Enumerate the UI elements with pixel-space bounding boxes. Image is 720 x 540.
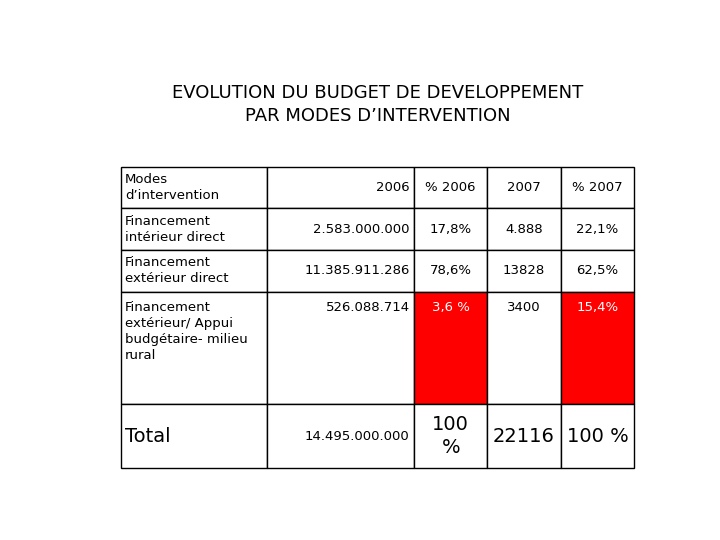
Text: 526.088.714: 526.088.714 [325,301,410,314]
Text: 11.385.911.286: 11.385.911.286 [304,265,410,278]
Bar [414,292,487,404]
Text: 13828: 13828 [503,265,545,278]
Text: 17,8%: 17,8% [430,222,472,235]
Bar [487,292,561,404]
Bar [414,250,487,292]
Text: % 2007: % 2007 [572,181,623,194]
Text: 62,5%: 62,5% [576,265,618,278]
Bar [267,167,414,208]
Bar [561,250,634,292]
Bar [267,250,414,292]
Bar [121,404,267,468]
Text: 3,6 %: 3,6 % [432,301,469,314]
Text: 22,1%: 22,1% [576,222,618,235]
Text: 4.888: 4.888 [505,222,543,235]
Text: Financement
extérieur direct: Financement extérieur direct [125,256,229,286]
Bar [267,292,414,404]
Bar [561,292,634,404]
Bar [487,167,561,208]
Bar [267,208,414,250]
Bar [561,404,634,468]
Text: 78,6%: 78,6% [430,265,472,278]
Bar [414,208,487,250]
Bar [267,404,414,468]
Text: 100 %: 100 % [567,427,629,446]
Bar [121,208,267,250]
Text: % 2006: % 2006 [426,181,476,194]
Bar [561,167,634,208]
Text: 2007: 2007 [507,181,541,194]
Text: 100
%: 100 % [432,415,469,457]
Text: Total: Total [125,427,171,446]
Text: 22116: 22116 [493,427,555,446]
Bar [487,250,561,292]
Bar [414,167,487,208]
Bar [487,404,561,468]
Text: Modes
d’intervention: Modes d’intervention [125,173,220,202]
Text: 2006: 2006 [376,181,410,194]
Bar [414,404,487,468]
Bar [121,167,267,208]
Bar [487,208,561,250]
Text: Financement
extérieur/ Appui
budgétaire- milieu
rural: Financement extérieur/ Appui budgétaire-… [125,301,248,362]
Text: 14.495.000.000: 14.495.000.000 [305,429,410,443]
Text: 2.583.000.000: 2.583.000.000 [313,222,410,235]
Text: 15,4%: 15,4% [576,301,618,314]
Text: EVOLUTION DU BUDGET DE DEVELOPPEMENT
PAR MODES D’INTERVENTION: EVOLUTION DU BUDGET DE DEVELOPPEMENT PAR… [172,84,583,125]
Bar [561,208,634,250]
Text: Financement
intérieur direct: Financement intérieur direct [125,215,225,244]
Bar [121,250,267,292]
Bar [121,292,267,404]
Text: 3400: 3400 [507,301,541,314]
